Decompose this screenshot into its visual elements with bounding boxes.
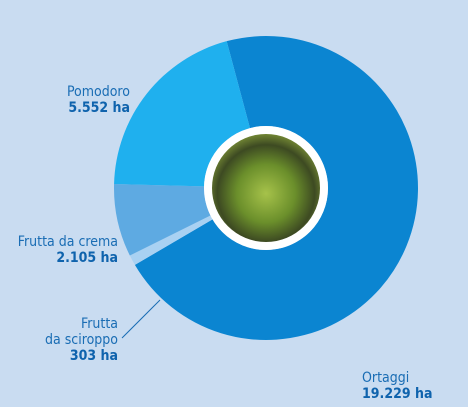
photo bbox=[212, 134, 320, 242]
category-name: Pomodoro bbox=[66, 84, 130, 100]
slice-label: Frutta da crema 2.105 ha bbox=[18, 234, 118, 266]
donut-slice bbox=[134, 35, 418, 340]
donut-slice bbox=[114, 41, 250, 187]
slice-label: Ortaggi 19.229 ha bbox=[362, 370, 432, 402]
donut-slice bbox=[129, 215, 213, 265]
value-label: 303 ha bbox=[69, 348, 118, 364]
slice-label: Frutta da sciroppo 303 ha bbox=[45, 316, 118, 364]
value-label: 5.552 ha bbox=[68, 100, 130, 116]
category-name: Frutta da sciroppo bbox=[45, 316, 118, 348]
category-name: Frutta da crema bbox=[17, 234, 118, 250]
value-label: 19.229 ha bbox=[362, 386, 433, 402]
donut-slice bbox=[114, 184, 211, 256]
value-label: 2.105 ha bbox=[56, 250, 118, 266]
slice-label: Pomodoro 5.552 ha bbox=[67, 84, 130, 116]
leader-line bbox=[121, 299, 161, 339]
category-name: Ortaggi bbox=[362, 370, 410, 386]
